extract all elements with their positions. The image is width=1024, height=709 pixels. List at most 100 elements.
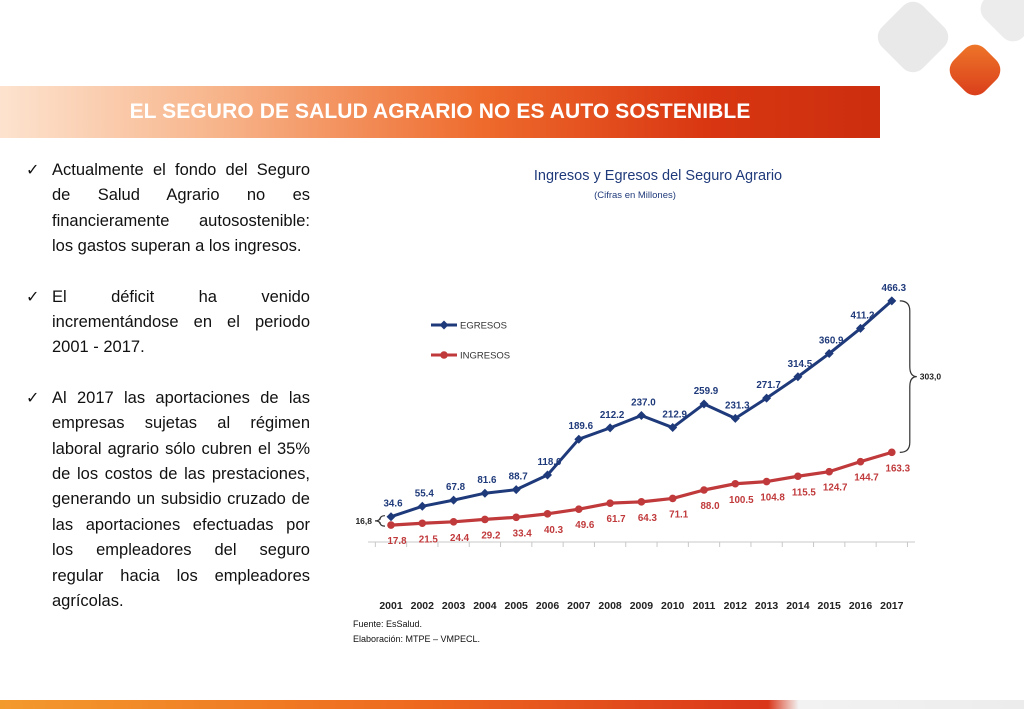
egresos-data-label: 88.7 (509, 472, 529, 483)
start-gap-label: 16,8 (355, 516, 372, 526)
bullet-item: ✓ El déficit ha venido incrementándose e… (26, 285, 310, 361)
legend-label: INGRESOS (460, 351, 510, 362)
x-tick-label: 2014 (786, 600, 810, 612)
x-tick-label: 2009 (630, 600, 654, 612)
egresos-data-label: 81.6 (477, 475, 497, 486)
x-axis-labels: 2001 2002 2003 2004 2005 2006 2007 2008 2009 2010… (379, 600, 903, 612)
ingresos-point (481, 515, 489, 524)
ingresos-data-label: 17.8 (387, 536, 407, 547)
x-tick-label: 2007 (567, 600, 591, 612)
ingresos-point (449, 518, 458, 526)
ingresos-data-label: 71.1 (669, 509, 689, 520)
egresos-point (730, 413, 740, 423)
egresos-point (793, 372, 803, 382)
egresos-data-label: 271.7 (756, 380, 781, 391)
egresos-data-label: 411.2 (851, 310, 876, 321)
ingresos-data-label: 40.3 (544, 525, 564, 536)
ingresos-data-label: 64.3 (638, 513, 658, 524)
legend-label: EGRESOS (460, 321, 507, 332)
egresos-point (417, 501, 427, 511)
ingresos-point (543, 510, 552, 518)
ingresos-point (575, 505, 583, 513)
ingresos-point (637, 498, 646, 506)
egresos-point (887, 296, 897, 306)
legend-marker (439, 320, 449, 330)
egresos-line (390, 299, 893, 519)
line-chart: Ingresos y Egresos del Seguro Agrario (C… (353, 168, 941, 644)
ingresos-data-label: 29.2 (481, 530, 501, 541)
egresos-data-label: 259.9 (694, 386, 719, 397)
checkmark-icon: ✓ (26, 288, 40, 306)
egresos-data-label: 360.9 (819, 336, 844, 347)
ingresos-point (418, 519, 427, 528)
egresos-data-label: 466.3 (882, 283, 907, 294)
bottom-accent-bar (0, 700, 1024, 709)
x-tick-label: 2016 (849, 600, 873, 612)
egresos-point (856, 323, 865, 333)
bullet-text: El déficit ha venido incrementándose en … (52, 287, 310, 357)
chart-subtitle: (Cifras en Millones) (594, 190, 676, 201)
x-tick-label: 2001 (379, 600, 403, 612)
ingresos-point (606, 499, 614, 507)
ingresos-data-label: 163.3 (886, 463, 911, 474)
ingresos-data-label: 33.4 (513, 528, 533, 539)
x-tick-label: 2011 (693, 600, 716, 612)
x-tick-label: 2008 (598, 600, 622, 612)
ingresos-point (825, 467, 833, 476)
ingresos-point (387, 521, 395, 529)
left-brace (374, 515, 386, 527)
egresos-data-label: 212.9 (662, 410, 687, 421)
ingresos-point (794, 472, 802, 481)
ingresos-data-label: 24.4 (450, 533, 470, 544)
plot-area: 34.6 55.4 67.8 81.6 88.7 118.0 189.6 212.2 237.0… (355, 283, 941, 547)
x-tick-label: 2002 (411, 600, 435, 612)
checkmark-icon: ✓ (26, 162, 40, 179)
egresos-point (699, 399, 709, 409)
egresos-data-label: 231.3 (725, 400, 750, 411)
source-line: Elaboración: MTPE – VMPECL. (353, 634, 480, 644)
x-tick-label: 2017 (880, 600, 904, 612)
decorative-diamond-gray-corner (974, 0, 1024, 48)
legend-marker (440, 351, 448, 359)
bullet-item: ✓ Actualmente el fondo del Seguro de Sal… (26, 158, 310, 260)
x-tick-label: 2015 (818, 600, 842, 612)
ingresos-point (888, 448, 896, 457)
egresos-data-label: 55.4 (415, 488, 435, 499)
egresos-point (449, 495, 459, 505)
source-line: Fuente: EsSalud. (353, 619, 422, 629)
egresos-data-label: 34.6 (383, 499, 403, 510)
checkmark-icon: ✓ (26, 389, 40, 407)
x-tick-label: 2012 (724, 600, 748, 612)
x-tick-label: 2003 (442, 600, 466, 612)
ingresos-data-label: 88.0 (700, 501, 720, 512)
ingresos-point (512, 513, 520, 522)
bullet-text: Actualmente el fondo del Seguro de Salud… (52, 161, 310, 256)
x-tick-label: 2004 (473, 600, 497, 612)
ingresos-data-label: 21.5 (419, 534, 439, 545)
egresos-point (668, 423, 678, 433)
slide-title: EL SEGURO DE SALUD AGRARIO NO ES AUTO SO… (129, 100, 751, 123)
egresos-point (762, 393, 772, 403)
ingresos-data-label: 49.6 (575, 520, 595, 531)
egresos-data-label: 67.8 (446, 482, 466, 493)
ingresos-point (856, 457, 865, 466)
x-tick-label: 2010 (661, 600, 685, 612)
egresos-point (574, 434, 584, 444)
egresos-data-label: 212.2 (600, 410, 625, 421)
x-tick-label: 2005 (505, 600, 529, 612)
ingresos-data-label: 115.5 (792, 487, 817, 498)
ingresos-point (762, 477, 771, 486)
egresos-point (605, 423, 615, 433)
egresos-data-label: 189.6 (569, 421, 594, 432)
ingresos-data-label: 100.5 (729, 495, 754, 506)
ingresos-data-label: 104.8 (760, 493, 785, 504)
x-tick-label: 2006 (536, 600, 560, 612)
egresos-point (636, 411, 646, 420)
chart-title: Ingresos y Egresos del Seguro Agrario (534, 168, 782, 184)
egresos-point (824, 349, 834, 359)
end-gap-label: 303,0 (920, 372, 942, 382)
decorative-diamond-gray (871, 0, 955, 79)
bullet-text: Al 2017 las aportaciones de las empresas… (52, 388, 310, 611)
egresos-data-label: 118.0 (538, 457, 563, 468)
egresos-point (511, 485, 521, 495)
